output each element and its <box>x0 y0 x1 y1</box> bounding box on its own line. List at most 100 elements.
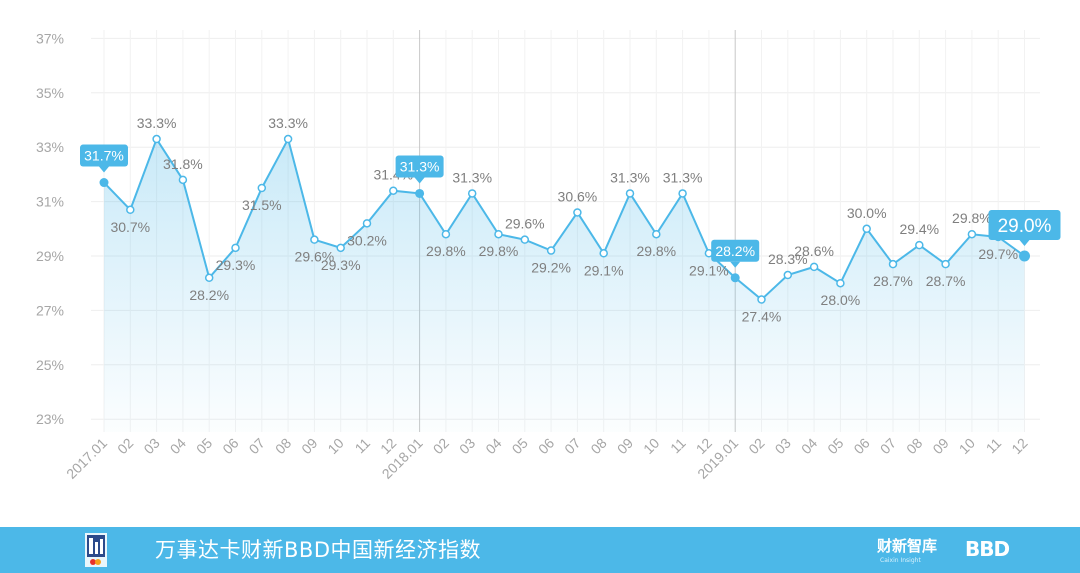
data-point <box>362 219 372 228</box>
index-title: 万事达卡财新BBD中国新经济指数 <box>155 538 481 562</box>
data-point <box>888 259 898 269</box>
y-tick-label: 37% <box>36 30 64 46</box>
data-point <box>178 175 188 185</box>
x-tick-label: 04 <box>482 435 504 457</box>
x-tick-label: 08 <box>587 435 609 457</box>
data-point <box>126 205 135 215</box>
y-tick-label: 33% <box>36 139 64 155</box>
data-label: 31.5% <box>242 197 282 213</box>
callout-label: 29.0% <box>998 216 1052 237</box>
callout-pointer <box>1019 240 1030 246</box>
x-tick-label: 06 <box>535 435 557 457</box>
data-point <box>783 270 793 280</box>
data-point <box>231 243 240 253</box>
callout-label: 31.3% <box>400 158 440 174</box>
data-point <box>967 229 977 239</box>
caixin-insight-logo: 财新智库 <box>877 537 938 555</box>
x-tick-label: 12 <box>1008 435 1030 457</box>
y-tick-label: 25% <box>36 357 64 373</box>
line-chart: 23% 25% 27% 29% 31% 33% 35% 37% 31.7% 30.7% 33.3% 3… <box>36 30 1061 482</box>
callout-box <box>988 210 1061 240</box>
x-tick-label: 05 <box>509 435 531 457</box>
area-fill <box>104 139 1025 433</box>
data-label: 29.2% <box>531 260 571 276</box>
data-point <box>546 246 556 255</box>
series-line <box>103 136 1026 301</box>
x-tick-label: 10 <box>324 435 346 457</box>
data-label: 29.3% <box>321 257 361 273</box>
y-tick-label: 23% <box>36 411 64 427</box>
data-label: 33.3% <box>268 115 308 131</box>
x-tick-label: 04 <box>798 435 820 457</box>
data-label: 28.7% <box>873 273 913 289</box>
callout-box <box>80 144 128 167</box>
data-label: 28.6% <box>794 243 834 259</box>
data-label: 29.1% <box>689 262 729 278</box>
data-label: 31.3% <box>610 169 650 185</box>
data-label: 29.8% <box>952 210 992 226</box>
data-label: 29.8% <box>636 243 676 259</box>
callout-pointer <box>99 166 109 173</box>
data-label: 30.6% <box>558 188 598 204</box>
x-tick-label: 09 <box>298 435 320 457</box>
data-label: 29.4% <box>899 221 939 237</box>
data-point <box>573 208 582 217</box>
data-point-highlight <box>99 178 109 188</box>
x-tick-label: 11 <box>667 435 689 457</box>
x-tick-label: 02 <box>745 435 767 457</box>
bbd-logo: BBD <box>965 537 1010 561</box>
x-tick-label: 08 <box>903 435 925 457</box>
data-label: 29.1% <box>584 262 624 278</box>
data-label: 28.0% <box>821 292 861 308</box>
data-label: 31.8% <box>163 156 203 172</box>
data-point <box>625 189 635 198</box>
data-point <box>599 249 608 258</box>
x-tick-label: 11 <box>983 435 1005 457</box>
x-tick-label: 09 <box>614 435 636 457</box>
callout-box <box>395 155 444 178</box>
y-tick-label: 35% <box>36 85 64 101</box>
x-tick-label: 08 <box>272 435 294 457</box>
y-tick-label: 29% <box>36 248 64 264</box>
data-label: 28.2% <box>189 287 229 303</box>
data-point <box>467 189 477 198</box>
data-point-highlight <box>415 188 425 198</box>
x-tick-label: 03 <box>456 435 478 457</box>
data-label: 30.2% <box>347 232 387 248</box>
data-point <box>941 259 950 269</box>
x-tick-label: 06 <box>219 435 241 457</box>
x-tick-label: 09 <box>929 435 951 457</box>
data-label: 28.3% <box>768 251 808 267</box>
footer-bar: 万事达卡财新BBD中国新经济指数 财新智库 Caixin Insight BBD <box>0 527 1080 573</box>
x-tick-label: 07 <box>877 435 899 457</box>
data-point-highlight <box>1019 250 1030 262</box>
callout-label: 28.2% <box>715 243 755 259</box>
data-point <box>152 134 161 144</box>
x-tick-label: 10 <box>640 435 662 457</box>
data-label: 27.4% <box>742 309 782 325</box>
data-label: 30.7% <box>110 219 150 235</box>
x-tick-label: 05 <box>193 435 215 457</box>
data-point <box>310 235 319 244</box>
data-point <box>652 229 661 239</box>
data-point-highlight <box>730 273 740 283</box>
data-label: 33.3% <box>137 115 177 131</box>
data-point <box>678 189 687 198</box>
x-tick-label: 11 <box>352 435 374 457</box>
x-tick-label: 05 <box>824 435 846 457</box>
y-tick-label: 27% <box>36 302 64 318</box>
index-logo-icon <box>85 533 107 567</box>
x-tick-label: 06 <box>850 435 872 457</box>
data-point <box>204 273 214 283</box>
callout-pointer <box>414 177 425 184</box>
data-point <box>520 235 530 244</box>
x-tick-label: 10 <box>956 435 978 457</box>
x-tick-label: 04 <box>167 435 189 457</box>
data-point <box>862 224 871 234</box>
data-point <box>836 278 845 288</box>
data-label: 29.7% <box>978 246 1018 262</box>
data-point <box>757 295 766 304</box>
x-tick-label: 02 <box>430 435 452 457</box>
data-label: 31.3% <box>663 169 703 185</box>
data-point <box>257 183 267 193</box>
